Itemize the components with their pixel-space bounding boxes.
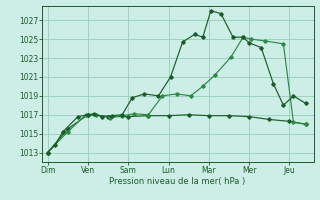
X-axis label: Pression niveau de la mer( hPa ): Pression niveau de la mer( hPa ) (109, 177, 246, 186)
